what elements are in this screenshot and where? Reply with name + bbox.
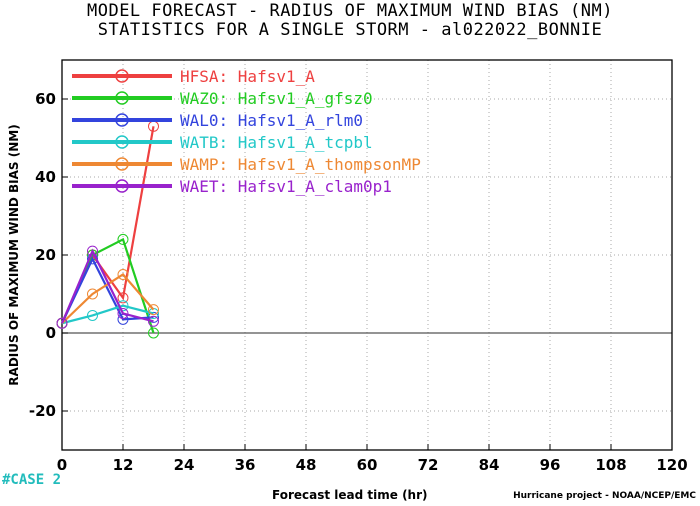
series-point — [148, 304, 159, 316]
legend-marker — [115, 135, 129, 149]
x-tick-label: 48 — [296, 456, 317, 474]
y-tick-label: 60 — [35, 90, 56, 108]
credit-text: Hurricane project - NOAA/NCEP/EMC — [513, 491, 696, 501]
series-point — [117, 308, 129, 319]
x-tick-label: 120 — [656, 456, 687, 474]
y-axis-label: RADIUS OF MAXIMUM WIND BIAS (NM) — [7, 124, 21, 386]
series-point — [117, 292, 129, 304]
legend-marker — [115, 91, 129, 105]
legend: HFSA: Hafsv1_A WAZ0: Hafsv1_A_gfsz0 WAL0: … — [72, 67, 421, 196]
series-point — [148, 315, 159, 327]
chart-title: MODEL FORECAST - RADIUS OF MAXIMUM WIND … — [86, 1, 613, 21]
axes: 0 12 24 36 48 60 72 84 96 108 120 -20 0 20 40 60 — [29, 59, 688, 474]
series-point — [117, 269, 129, 280]
series-point — [148, 327, 159, 339]
legend-marker — [115, 113, 129, 127]
case-label: #CASE 2 — [2, 472, 62, 488]
x-tick-label: 36 — [235, 456, 256, 474]
y-axis-label-box: RADIUS OF MAXIMUM WIND BIAS (NM) — [4, 120, 24, 390]
legend-label: WAET: Hafsv1_A_clam0p1 — [180, 177, 392, 196]
series-layer — [56, 120, 159, 339]
x-tick-label: 60 — [357, 456, 378, 474]
series-line — [61, 304, 154, 325]
x-tick-label: 72 — [418, 456, 439, 474]
y-tick-label: 40 — [35, 168, 56, 186]
chart-subtitle: STATISTICS FOR A SINGLE STORM - al022022… — [97, 20, 603, 40]
legend-label: WAL0: Hafsv1_A_rlm0 — [180, 111, 363, 130]
x-axis-label: Forecast lead time (hr) — [272, 488, 428, 502]
series-point — [87, 288, 98, 300]
series-line — [60, 248, 154, 324]
y-tick-label: 0 — [46, 324, 56, 342]
y-tick-label: -20 — [29, 402, 56, 420]
series-point — [56, 317, 68, 329]
y-tick-label: 20 — [35, 246, 56, 264]
x-tick-label: 108 — [595, 456, 626, 474]
legend-marker — [115, 69, 129, 83]
legend-label: WAMP: Hafsv1_A_thompsonMP — [180, 155, 421, 174]
legend-label: WATB: Hafsv1_A_tcpbl — [180, 133, 373, 152]
x-tick-label: 12 — [113, 456, 134, 474]
x-tick-label: 24 — [174, 456, 195, 474]
x-tick-label: 84 — [479, 456, 500, 474]
x-tick-label: 96 — [540, 456, 561, 474]
legend-marker — [115, 179, 129, 193]
series-point — [87, 309, 98, 321]
legend-marker — [115, 157, 129, 171]
legend-label: HFSA: Hafsv1_A — [180, 67, 315, 86]
series-point — [87, 245, 98, 257]
series-point — [117, 233, 129, 245]
legend-label: WAZ0: Hafsv1_A_gfsz0 — [180, 89, 373, 108]
x-tick-label: 0 — [57, 456, 67, 474]
